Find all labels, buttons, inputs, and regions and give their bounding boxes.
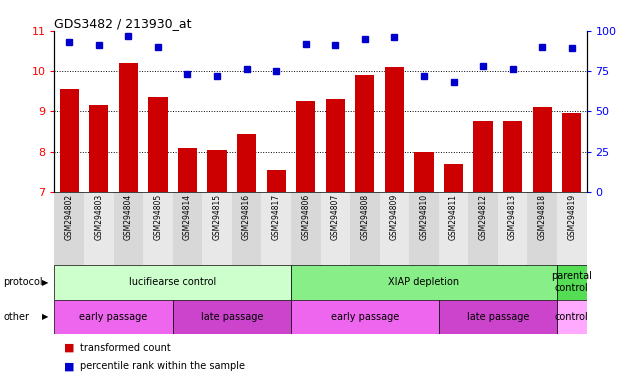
Text: GSM294817: GSM294817 (272, 194, 281, 240)
Text: lucifiearse control: lucifiearse control (129, 277, 217, 287)
Bar (557, 192, 587, 265)
Bar (444, 164, 463, 192)
Bar (172, 300, 291, 334)
Text: GSM294808: GSM294808 (360, 194, 369, 240)
Bar (232, 192, 262, 265)
Bar (291, 300, 438, 334)
Bar (54, 300, 172, 334)
Text: GSM294809: GSM294809 (390, 194, 399, 240)
Bar (414, 152, 433, 192)
Text: early passage: early passage (79, 312, 147, 322)
Text: GDS3482 / 213930_at: GDS3482 / 213930_at (54, 17, 192, 30)
Text: early passage: early passage (331, 312, 399, 322)
Bar (409, 192, 438, 265)
Bar (385, 67, 404, 192)
Text: GSM294819: GSM294819 (567, 194, 576, 240)
Bar (474, 121, 493, 192)
Bar (89, 105, 108, 192)
Bar (469, 192, 498, 265)
Text: percentile rank within the sample: percentile rank within the sample (80, 361, 245, 371)
Bar (557, 300, 587, 334)
Bar (178, 148, 197, 192)
Text: GSM294803: GSM294803 (94, 194, 103, 240)
Text: GSM294815: GSM294815 (213, 194, 222, 240)
Bar (438, 192, 469, 265)
Bar (291, 265, 557, 300)
Bar (84, 192, 113, 265)
Bar (267, 170, 286, 192)
Text: late passage: late passage (201, 312, 263, 322)
Text: GSM294805: GSM294805 (153, 194, 162, 240)
Text: ■: ■ (64, 343, 74, 353)
Bar (113, 192, 143, 265)
Bar (143, 192, 172, 265)
Text: ■: ■ (64, 361, 74, 371)
Text: GSM294807: GSM294807 (331, 194, 340, 240)
Bar (203, 192, 232, 265)
Bar (379, 192, 409, 265)
Bar (533, 108, 552, 192)
Bar (262, 192, 291, 265)
Text: protocol: protocol (3, 277, 43, 287)
Text: parental
control: parental control (551, 271, 592, 293)
Text: transformed count: transformed count (80, 343, 171, 353)
Bar (355, 75, 374, 192)
Text: GSM294814: GSM294814 (183, 194, 192, 240)
Bar (54, 265, 291, 300)
Bar (54, 192, 84, 265)
Bar (148, 97, 167, 192)
Bar (237, 134, 256, 192)
Bar (60, 89, 79, 192)
Bar (557, 265, 587, 300)
Text: GSM294818: GSM294818 (538, 194, 547, 240)
Bar (503, 121, 522, 192)
Bar (326, 99, 345, 192)
Text: ▶: ▶ (42, 312, 48, 321)
Text: GSM294802: GSM294802 (65, 194, 74, 240)
Bar (172, 192, 203, 265)
Bar (438, 300, 557, 334)
Bar (291, 192, 320, 265)
Bar (208, 150, 227, 192)
Bar (119, 63, 138, 192)
Text: GSM294813: GSM294813 (508, 194, 517, 240)
Bar (562, 113, 581, 192)
Text: GSM294816: GSM294816 (242, 194, 251, 240)
Text: GSM294811: GSM294811 (449, 194, 458, 240)
Text: GSM294812: GSM294812 (479, 194, 488, 240)
Bar (498, 192, 528, 265)
Text: control: control (555, 312, 588, 322)
Text: late passage: late passage (467, 312, 529, 322)
Text: GSM294806: GSM294806 (301, 194, 310, 240)
Bar (528, 192, 557, 265)
Bar (320, 192, 350, 265)
Text: ▶: ▶ (42, 278, 48, 287)
Bar (296, 101, 315, 192)
Text: GSM294804: GSM294804 (124, 194, 133, 240)
Text: GSM294810: GSM294810 (419, 194, 428, 240)
Text: other: other (3, 312, 29, 322)
Bar (350, 192, 379, 265)
Text: XIAP depletion: XIAP depletion (388, 277, 460, 287)
